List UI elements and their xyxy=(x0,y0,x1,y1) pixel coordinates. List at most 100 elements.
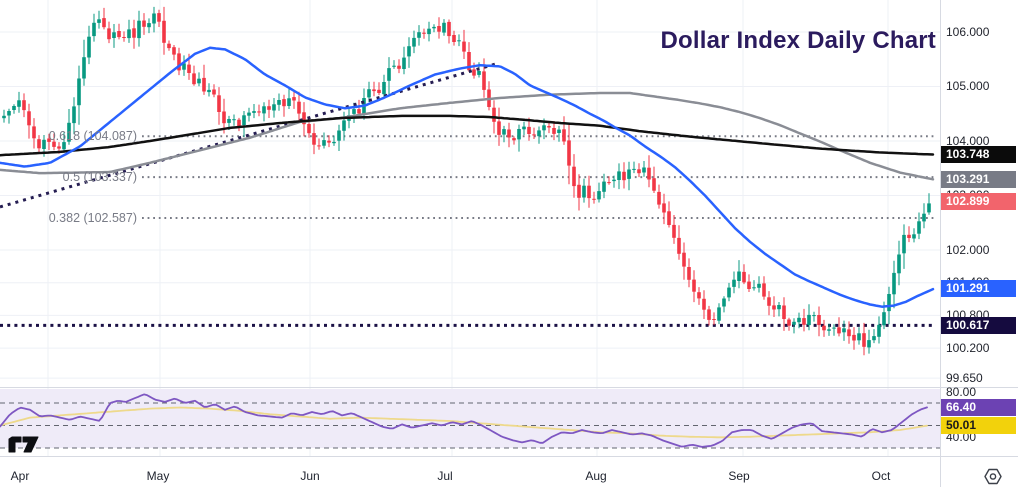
candle-up xyxy=(832,327,836,329)
rsi-axis-label: 80.00 xyxy=(946,384,977,399)
candle-down xyxy=(492,107,496,122)
candle-down xyxy=(497,121,501,135)
month-label-oct: Oct xyxy=(871,469,891,483)
candle-up xyxy=(612,179,616,182)
candle-down xyxy=(652,178,656,191)
black-ma-line xyxy=(0,114,935,157)
candle-up xyxy=(332,141,336,144)
candle-up xyxy=(42,139,46,149)
candle-down xyxy=(527,126,531,134)
candle-up xyxy=(857,333,861,341)
candle-up xyxy=(807,314,811,326)
rsi-ma-line xyxy=(0,406,928,439)
candle-up xyxy=(517,129,521,140)
candle-down xyxy=(787,319,791,326)
candle-up xyxy=(12,106,16,110)
month-label-jun: Jun xyxy=(300,469,320,483)
candle-up xyxy=(752,287,756,289)
candle-up xyxy=(892,272,896,295)
candle-up xyxy=(207,89,211,93)
month-label-apr: Apr xyxy=(10,469,30,483)
candle-down xyxy=(192,73,196,85)
month-label-sep: Sep xyxy=(728,469,750,483)
candle-up xyxy=(557,129,561,133)
candle-down xyxy=(172,47,176,55)
candle-up xyxy=(842,328,846,333)
candle-down xyxy=(377,89,381,93)
candle-down xyxy=(567,140,571,166)
candle-down xyxy=(32,126,36,139)
candle-up xyxy=(277,100,281,105)
candle-up xyxy=(147,23,151,28)
candle-down xyxy=(472,69,476,76)
candle-up xyxy=(392,65,396,67)
candle-down xyxy=(217,95,221,112)
candle-up xyxy=(272,104,276,111)
last-price-badge: 102.899 xyxy=(941,192,1016,210)
candle-up xyxy=(407,46,411,57)
price-axis-label: 106.000 xyxy=(946,24,990,39)
candle-up xyxy=(337,130,341,141)
candle-up xyxy=(877,324,881,337)
candle-down xyxy=(257,111,261,113)
time-axis[interactable]: Apr May Jun Jul Aug Sep Oct xyxy=(0,457,1018,487)
candle-down xyxy=(132,28,136,38)
candle-up xyxy=(812,315,816,317)
candle-down xyxy=(837,327,841,334)
candle-up xyxy=(62,142,66,150)
candle-down xyxy=(292,97,296,101)
candle-up xyxy=(352,109,356,114)
fib-level-label: 0.382 (102.587) xyxy=(48,210,137,225)
candle-up xyxy=(252,111,256,113)
candle-down xyxy=(862,333,866,347)
candle-down xyxy=(52,141,56,147)
candle-up xyxy=(432,26,436,29)
candle-down xyxy=(682,252,686,267)
candle-down xyxy=(117,31,121,38)
candle-down xyxy=(647,167,651,180)
candle-down xyxy=(847,329,851,337)
month-label-jul: Jul xyxy=(437,469,453,483)
candle-up xyxy=(582,185,586,198)
candle-down xyxy=(447,21,451,37)
candle-down xyxy=(712,319,716,320)
candle-up xyxy=(402,57,406,69)
candle-up xyxy=(137,20,141,39)
candle-up xyxy=(67,122,71,142)
price-axis[interactable]: 106.000105.000104.000103.000102.000101.4… xyxy=(0,0,1018,457)
candle-up xyxy=(197,78,201,84)
candle-up xyxy=(247,112,251,116)
candle-down xyxy=(907,234,911,238)
candle-down xyxy=(742,271,746,283)
hexagon-magnifier-icon[interactable] xyxy=(983,468,1003,485)
month-label-aug: Aug xyxy=(585,469,607,483)
candle-down xyxy=(707,309,711,320)
candle-down xyxy=(317,145,321,147)
candle-up xyxy=(152,13,156,24)
candle-down xyxy=(677,237,681,254)
candle-up xyxy=(827,329,831,331)
price-axis-label: 99.650 xyxy=(946,370,983,385)
candle-down xyxy=(667,211,671,225)
candle-down xyxy=(747,281,751,289)
candle-up xyxy=(87,36,91,58)
candle-down xyxy=(162,20,166,43)
rsi-band xyxy=(0,389,940,448)
candle-up xyxy=(927,203,931,213)
candle-down xyxy=(327,140,331,143)
candle-down xyxy=(27,111,31,126)
candle-up xyxy=(602,181,606,192)
candle-up xyxy=(597,191,601,200)
candle-up xyxy=(72,106,76,124)
fib-level-label: 0.618 (104.087) xyxy=(48,128,137,143)
tradingview-logo[interactable] xyxy=(8,436,40,454)
candle-up xyxy=(442,22,446,33)
candle-down xyxy=(297,101,301,114)
candle-up xyxy=(797,317,801,323)
candle-down xyxy=(37,139,41,149)
candle-down xyxy=(462,41,466,52)
candle-down xyxy=(782,305,786,319)
candle-up xyxy=(92,22,96,37)
chart-title: Dollar Index Daily Chart xyxy=(660,27,936,54)
